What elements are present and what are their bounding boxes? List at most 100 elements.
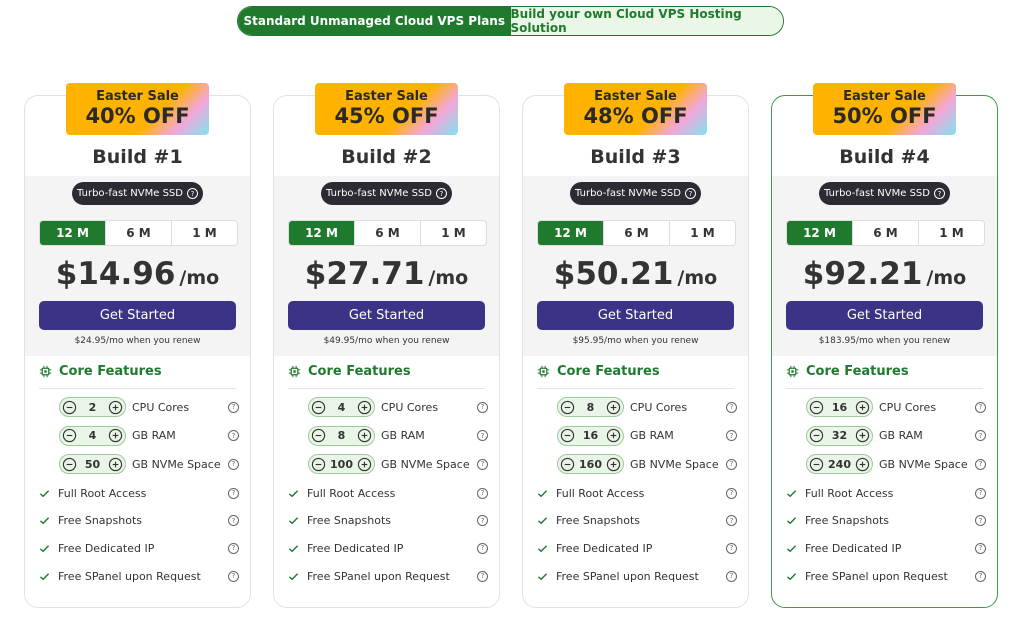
tag-text: Turbo-fast NVMe SSD (326, 188, 432, 199)
decrease-button[interactable] (62, 428, 77, 443)
increase-button[interactable] (606, 457, 621, 472)
increase-button[interactable] (606, 400, 621, 415)
term-option[interactable]: 1 M (420, 221, 486, 245)
term-option[interactable]: 6 M (354, 221, 420, 245)
decrease-button[interactable] (809, 400, 824, 415)
help-icon[interactable]: ? (228, 458, 239, 470)
get-started-button[interactable]: Get Started (39, 301, 236, 330)
resource-row: 8 GB RAM? (288, 425, 488, 447)
feature-label: Full Root Access (307, 486, 396, 500)
help-icon[interactable]: ? (726, 487, 737, 499)
sale-badge: Easter Sale 48% OFF (564, 83, 707, 135)
decrease-button[interactable] (809, 457, 824, 472)
help-icon[interactable]: ? (975, 515, 986, 527)
help-icon[interactable]: ? (228, 515, 239, 527)
check-icon (786, 545, 797, 553)
help-icon[interactable]: ? (477, 542, 488, 554)
help-icon[interactable]: ? (975, 430, 986, 441)
decrease-button[interactable] (62, 400, 77, 415)
feature-row: Free Snapshots? (288, 510, 488, 532)
help-icon[interactable]: ? (477, 515, 488, 527)
feature-label: Free Dedicated IP (556, 541, 653, 555)
help-icon[interactable]: ? (477, 570, 488, 582)
resource-label: CPU Cores (132, 400, 190, 414)
decrease-button[interactable] (809, 428, 824, 443)
help-icon[interactable]: ? (186, 188, 198, 199)
increase-button[interactable] (606, 428, 621, 443)
feature-label: Full Root Access (805, 486, 894, 500)
help-icon[interactable]: ? (975, 458, 986, 470)
term-option[interactable]: 1 M (918, 221, 984, 245)
help-icon[interactable]: ? (228, 487, 239, 499)
help-icon[interactable]: ? (975, 401, 986, 413)
stepper: 4 (59, 425, 126, 446)
increase-button[interactable] (108, 457, 123, 472)
help-icon[interactable]: ? (726, 542, 737, 554)
resource-value: 4 (88, 429, 97, 442)
decrease-button[interactable] (560, 428, 575, 443)
help-icon[interactable]: ? (726, 515, 737, 527)
help-icon[interactable]: ? (726, 401, 737, 413)
decrease-button[interactable] (62, 457, 77, 472)
help-icon[interactable]: ? (726, 430, 737, 441)
help-icon[interactable]: ? (684, 188, 696, 199)
plan-card: Easter Sale 45% OFF Build #2 Turbo-fast NVM… (273, 83, 500, 608)
increase-button[interactable] (357, 428, 372, 443)
decrease-button[interactable] (311, 428, 326, 443)
get-started-button[interactable]: Get Started (786, 301, 983, 330)
decrease-button[interactable] (311, 400, 326, 415)
help-icon[interactable]: ? (228, 542, 239, 554)
decrease-button[interactable] (560, 400, 575, 415)
term-option[interactable]: 12 M (40, 221, 105, 245)
resource-label: CPU Cores (879, 400, 937, 414)
decrease-button[interactable] (311, 457, 326, 472)
increase-button[interactable] (108, 400, 123, 415)
term-option[interactable]: 12 M (787, 221, 852, 245)
features-title: Core Features (288, 364, 411, 379)
increase-button[interactable] (357, 457, 372, 472)
get-started-button[interactable]: Get Started (537, 301, 734, 330)
term-option[interactable]: 6 M (603, 221, 669, 245)
chip-icon (786, 365, 799, 378)
get-started-button[interactable]: Get Started (288, 301, 485, 330)
plan-name: Build #2 (341, 146, 432, 168)
tab[interactable]: Build your own Cloud VPS Hosting Solutio… (510, 7, 783, 35)
help-icon[interactable]: ? (477, 487, 488, 499)
term-option[interactable]: 12 M (289, 221, 354, 245)
help-icon[interactable]: ? (975, 487, 986, 499)
term-option[interactable]: 1 M (171, 221, 237, 245)
resource-value: 8 (337, 429, 346, 442)
term-option[interactable]: 6 M (852, 221, 918, 245)
resource-row: 32 GB RAM? (786, 425, 986, 447)
feature-row: Free Snapshots? (537, 510, 737, 532)
help-icon[interactable]: ? (975, 570, 986, 582)
help-icon[interactable]: ? (933, 188, 945, 199)
term-option[interactable]: 12 M (538, 221, 603, 245)
help-icon[interactable]: ? (228, 430, 239, 441)
help-icon[interactable]: ? (975, 542, 986, 554)
help-icon[interactable]: ? (477, 401, 488, 413)
help-icon[interactable]: ? (228, 570, 239, 582)
tab[interactable]: Standard Unmanaged Cloud VPS Plans (238, 7, 511, 35)
help-icon[interactable]: ? (228, 401, 239, 413)
help-icon[interactable]: ? (726, 570, 737, 582)
increase-button[interactable] (357, 400, 372, 415)
resource-value: 16 (582, 429, 599, 442)
help-icon[interactable]: ? (435, 188, 447, 199)
price-unit: /mo (677, 267, 718, 289)
check-icon (786, 489, 797, 497)
help-icon[interactable]: ? (477, 430, 488, 441)
decrease-button[interactable] (560, 457, 575, 472)
increase-button[interactable] (108, 428, 123, 443)
term-option[interactable]: 6 M (105, 221, 171, 245)
help-icon[interactable]: ? (477, 458, 488, 470)
term-option[interactable]: 1 M (669, 221, 735, 245)
increase-button[interactable] (855, 400, 870, 415)
features-title: Core Features (537, 364, 660, 379)
increase-button[interactable] (855, 428, 870, 443)
increase-button[interactable] (855, 457, 870, 472)
check-icon (537, 489, 548, 497)
help-icon[interactable]: ? (726, 458, 737, 470)
